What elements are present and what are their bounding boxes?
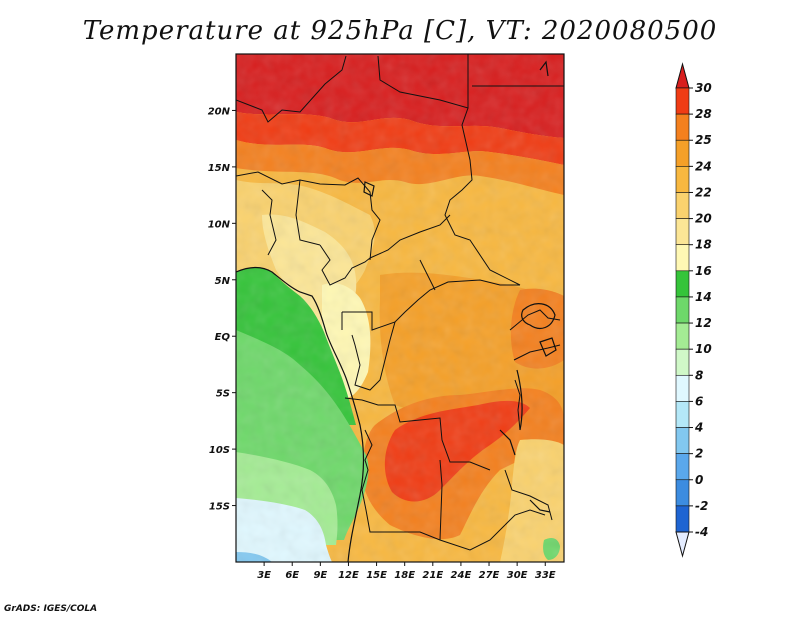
colorbar-swatch [675,322,690,350]
field-texture [236,54,564,562]
colorbar-swatch [675,453,690,481]
colorbar-label: 30 [695,81,712,95]
lon-tick-label: 30E [507,570,528,581]
longitude-axis: 3E 6E 9E 12E 15E 18E 21E 24E 27E 30E 33E [257,562,556,581]
lon-tick-label: 27E [479,570,500,581]
colorbar-bottom-arrow [675,531,690,558]
lon-tick-label: 12E [338,570,359,581]
grads-credit: GrADS: IGES/COLA [4,604,98,614]
colorbar-swatch [675,218,690,246]
colorbar-swatch [675,270,690,298]
lon-tick-label: 6E [285,570,299,581]
colorbar-label: 28 [695,107,712,121]
colorbar-label: 2 [695,447,703,461]
latitude-axis: 20N 15N 10N 5N EQ 5S 10S 15S [208,106,236,513]
country-borders [236,54,564,551]
map-frame [235,53,565,563]
colorbar-label: 6 [695,394,703,408]
lakes [363,60,557,513]
colorbar-swatch [675,427,690,454]
colorbar-swatch [675,87,690,115]
lon-tick-label: 21E [422,570,443,581]
colorbar-swatch [675,401,690,428]
temperature-field [236,54,564,562]
lat-tick-label: 10S [209,445,230,456]
lat-tick-label: 5N [215,276,231,287]
coastline [236,266,364,562]
colorbar-swatch [675,296,690,324]
colorbar-swatch [675,479,690,507]
map-title: Temperature at 925hPa [C], VT: 202008050… [82,16,718,46]
lon-tick-label: 18E [394,570,415,581]
lon-tick-label: 33E [535,570,556,581]
colorbar-label: -4 [695,525,708,539]
lon-tick-label: 15E [366,570,387,581]
colorbar-swatch [675,505,690,533]
lon-tick-label: 3E [257,570,271,581]
colorbar-label: 4 [694,421,703,435]
colorbar-label: 12 [695,316,712,330]
lat-tick-label: 5S [216,389,230,400]
lat-tick-label: 10N [208,219,231,230]
colorbar-label: 25 [695,133,712,147]
lat-tick-label: 15S [209,502,230,513]
colorbar-label: 24 [695,159,712,173]
colorbar-label: 14 [695,290,712,304]
lat-tick-label: 15N [208,163,231,174]
colorbar-swatch [675,244,690,272]
lat-tick-label: EQ [215,332,231,343]
lat-tick-label: 20N [208,106,231,117]
colorbar-label: 20 [695,212,712,226]
colorbar-label: 18 [695,238,712,252]
colorbar-label: 16 [695,264,712,278]
colorbar-label: -2 [695,499,708,513]
colorbar-label: 0 [695,473,703,487]
colorbar-swatch [675,348,690,376]
colorbar-swatch [675,166,690,193]
lon-tick-label: 9E [313,570,327,581]
colorbar-swatch [675,192,690,219]
colorbar-swatch [675,374,690,402]
lon-tick-label: 24E [451,570,472,581]
colorbar-label: 10 [695,342,712,356]
colorbar-swatch [675,139,690,167]
colorbar-label: 22 [695,185,712,199]
colorbar-top-arrow [675,62,690,89]
colorbar-label: 8 [695,368,703,382]
colorbar-swatch [675,113,690,141]
